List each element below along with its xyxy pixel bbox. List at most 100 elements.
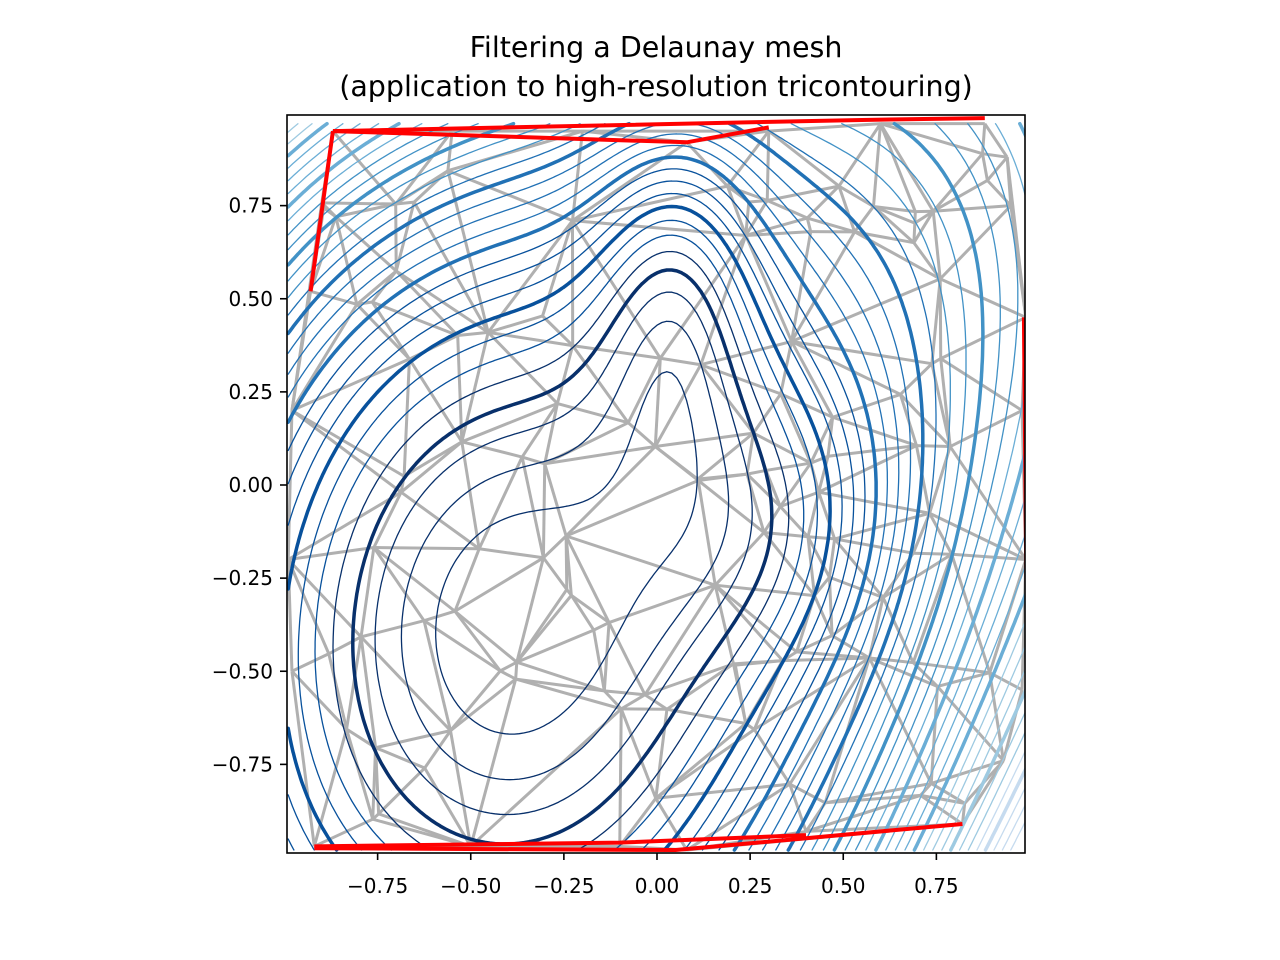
mesh-edge — [515, 588, 569, 664]
chart-title: Filtering a Delaunay mesh — [469, 31, 843, 64]
mesh-edge — [360, 619, 425, 639]
mesh-edge — [608, 583, 716, 624]
mesh-edge — [565, 445, 657, 538]
mesh-edge — [359, 547, 376, 638]
mesh-edge — [790, 277, 941, 343]
y-axis: 0.75 0.50 0.25 0.00 −0.25 −0.50 −0.75 — [212, 194, 287, 776]
mesh-edge — [790, 340, 834, 418]
mesh-edge — [371, 812, 380, 821]
mesh-edge — [309, 216, 338, 292]
mesh-edge — [446, 170, 490, 333]
mesh-edge — [572, 184, 728, 223]
mesh-edge — [981, 123, 987, 154]
mesh-edge — [423, 767, 473, 848]
mesh-edge — [745, 230, 811, 237]
mesh-edge — [447, 169, 574, 223]
contour-line — [287, 123, 1025, 851]
mesh-edge — [570, 594, 610, 624]
mesh-edge — [541, 220, 574, 317]
mesh-edge — [699, 234, 748, 366]
mesh-edge — [871, 123, 882, 207]
mesh-edge — [806, 185, 841, 220]
mesh-edge — [400, 490, 481, 550]
masked-edge — [308, 130, 335, 292]
mesh-edge — [607, 621, 647, 696]
mesh-edge — [413, 169, 449, 204]
mesh-edge — [570, 130, 584, 221]
mesh-edge — [981, 153, 989, 181]
mesh-edge — [824, 781, 932, 805]
x-tick-label: −0.50 — [440, 874, 501, 898]
mesh-edge — [746, 473, 782, 508]
mesh-edge — [287, 558, 331, 655]
contour-line — [967, 731, 1025, 851]
contour-line — [287, 155, 878, 852]
mesh-edge — [805, 217, 813, 233]
mesh-edge — [838, 184, 875, 208]
masked-edge — [314, 821, 963, 853]
contour-line — [287, 123, 912, 851]
mesh-edge — [542, 534, 568, 559]
mesh-edge — [933, 204, 1011, 213]
mesh-edge — [714, 584, 784, 662]
mesh-edge — [960, 803, 967, 825]
mesh-edge — [643, 584, 717, 696]
contour-line — [287, 123, 1019, 851]
contour-line — [287, 123, 1025, 851]
y-tick-label: −0.25 — [212, 566, 273, 590]
mesh-edge — [602, 622, 611, 691]
mesh-edge — [920, 793, 965, 805]
mesh-edge — [335, 202, 397, 219]
mesh-edge — [767, 129, 840, 188]
mesh-edge — [453, 548, 481, 612]
mesh-edge — [790, 231, 813, 342]
mesh-edge — [936, 685, 1005, 762]
mesh-edge — [931, 211, 942, 280]
mesh-edge — [928, 511, 1025, 561]
mesh-edge — [460, 441, 481, 550]
mesh-edge — [872, 205, 915, 244]
mesh-edge — [837, 185, 857, 233]
mesh-edge — [911, 512, 931, 554]
mesh-edge — [795, 634, 833, 654]
x-tick-label: −0.25 — [533, 874, 594, 898]
mesh-edge — [837, 122, 882, 187]
mesh-edge — [831, 634, 871, 660]
contour-line — [287, 121, 1025, 852]
mesh-edge — [666, 707, 747, 726]
mesh-edge — [287, 558, 363, 638]
mesh-edge — [790, 231, 856, 343]
mesh-edge — [593, 621, 610, 632]
mesh-edge — [932, 152, 984, 213]
mesh-edge — [403, 440, 463, 478]
contour-line — [332, 250, 790, 851]
mesh-edge — [402, 358, 411, 477]
mesh-edge — [375, 729, 451, 750]
mesh-edge — [287, 410, 294, 560]
mesh-edge — [446, 130, 454, 171]
mesh-edge — [516, 628, 595, 664]
mesh-edge — [654, 709, 669, 799]
mesh-edge — [880, 122, 983, 156]
mesh-edge — [831, 596, 884, 637]
mesh-edge — [520, 402, 559, 458]
mesh-edge — [989, 671, 1023, 692]
mesh-edge — [988, 559, 1025, 674]
mesh-edge — [752, 393, 782, 434]
x-tick-label: 0.75 — [914, 874, 959, 898]
mesh-edge — [321, 201, 396, 206]
mesh-edge — [644, 662, 734, 697]
x-tick-label: 0.50 — [821, 874, 866, 898]
mesh-edge — [331, 130, 397, 206]
mesh-edge — [571, 219, 662, 360]
mesh-edge — [782, 656, 870, 663]
contour-line — [287, 121, 1025, 852]
mesh-edge — [745, 432, 755, 475]
mesh-edge — [565, 534, 716, 587]
mesh-edge — [1005, 157, 1013, 206]
mesh-edge — [914, 209, 935, 225]
mesh-edge — [713, 584, 735, 665]
mesh-edge — [374, 746, 426, 770]
x-tick-label: −0.75 — [347, 874, 408, 898]
